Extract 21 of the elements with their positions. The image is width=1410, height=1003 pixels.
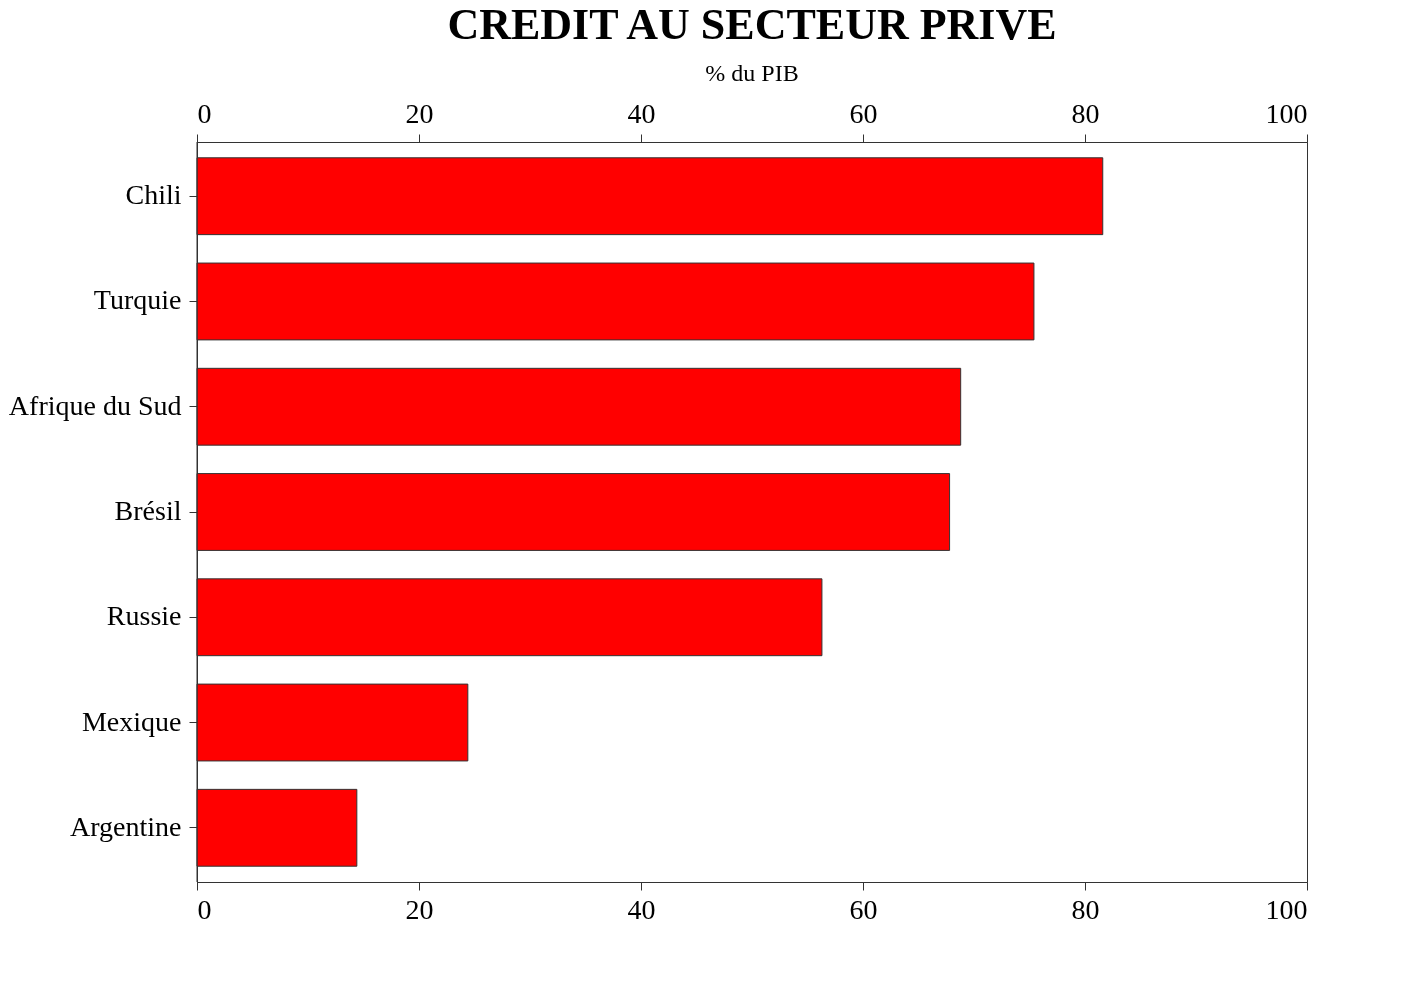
x-tick-label: 0 [197, 893, 212, 925]
y-tick-label: Mexique [81, 705, 182, 737]
x-tick-label: 40 [627, 893, 656, 925]
x2-tick-label: 0 [197, 97, 212, 129]
x2-tick-label: 100 [1265, 97, 1308, 129]
chart-subtitle: % du PIB [705, 60, 799, 86]
x-tick-label: 20 [405, 893, 434, 925]
x2-tick-label: 60 [849, 97, 878, 129]
y-tick-label: Russie [106, 600, 182, 632]
x-tick-label: 80 [1071, 893, 1100, 925]
y-tick-label: Turquie [93, 284, 182, 316]
y-tick-label: Argentine [70, 810, 182, 842]
y-tick-label: Brésil [114, 495, 182, 526]
x2-tick-label: 20 [405, 97, 434, 129]
x-tick-label: 60 [849, 893, 878, 925]
x2-tick-label: 40 [627, 97, 656, 129]
chart-title: CREDIT AU SECTEUR PRIVE [447, 0, 1057, 49]
x2-tick-label: 80 [1071, 97, 1100, 129]
y-tick-label: Chili [125, 179, 182, 211]
x-tick-label: 100 [1265, 893, 1308, 925]
y-tick-label: Afrique du Sud [8, 389, 182, 421]
